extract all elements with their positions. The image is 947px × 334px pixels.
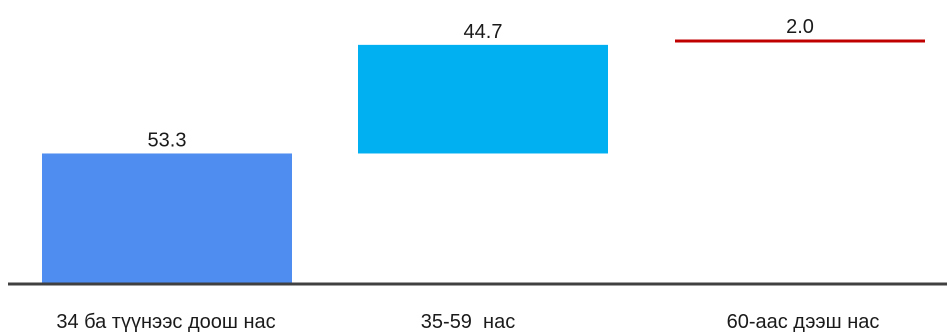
category-label-2: 35-59 нас	[421, 311, 515, 333]
value-label-1: 53.3	[148, 129, 187, 151]
category-labels-group: 34 ба түүнээс доош нас 35-59 нас 60-аас дэ…	[56, 311, 879, 333]
value-label-2: 44.7	[464, 21, 503, 43]
bar-2	[358, 44, 608, 154]
bars-group	[42, 39, 925, 283]
bar-1	[42, 153, 292, 283]
value-label-3: 2.0	[786, 16, 814, 38]
value-labels-group: 53.3 44.7 2.0	[148, 16, 814, 151]
category-label-1: 34 ба түүнээс доош нас	[56, 311, 275, 333]
category-label-3: 60-аас дээш нас	[727, 311, 880, 333]
